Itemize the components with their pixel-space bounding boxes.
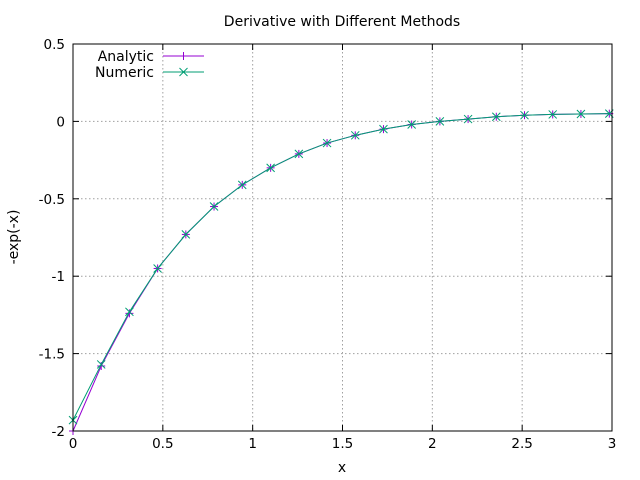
legend-marker: [179, 67, 188, 77]
series-numeric: [68, 109, 614, 425]
y-tick-label: -1.5: [39, 347, 65, 363]
data-point: [407, 120, 417, 129]
data-point: [153, 264, 162, 273]
series-layer: [68, 109, 614, 435]
data-point: [463, 114, 473, 124]
data-point: [209, 202, 219, 211]
data-point: [548, 110, 558, 119]
y-tick-label: 0.5: [44, 37, 65, 53]
data-point: [576, 109, 586, 119]
data-point: [237, 180, 247, 190]
data-point: [294, 149, 304, 159]
x-axis-label: x: [338, 460, 346, 476]
data-point: [435, 117, 445, 126]
legend-label: Analytic: [98, 49, 154, 65]
legend-marker: [179, 52, 188, 60]
ticks: 0 0.5 1 1.5 2 2.5 3 -2 -1.5 -1 -0.5 0 0.5: [39, 37, 617, 452]
data-point: [350, 130, 360, 140]
x-tick-label: 2: [428, 436, 437, 452]
x-tick-label: 1.5: [332, 436, 353, 452]
data-point: [125, 309, 134, 318]
chart-title: Derivative with Different Methods: [224, 14, 460, 30]
x-tick-label: 2.5: [511, 436, 532, 452]
x-tick-label: 1: [248, 436, 257, 452]
legend-label: Numeric: [95, 65, 154, 81]
series-line: [72, 113, 610, 421]
data-point: [491, 112, 501, 122]
data-point: [96, 360, 106, 369]
x-tick-label: 0: [69, 436, 78, 452]
data-point: [125, 307, 134, 317]
y-tick-label: -0.5: [39, 192, 65, 208]
grid: [73, 44, 612, 431]
y-tick-label: -2: [52, 424, 65, 440]
y-tick-label: 0: [56, 114, 65, 130]
data-point: [181, 230, 191, 239]
data-point: [97, 361, 106, 370]
data-point: [322, 138, 332, 148]
y-axis-label: -exp(-x): [6, 210, 22, 265]
x-tick-label: 3: [608, 436, 617, 452]
data-point: [266, 163, 275, 173]
data-point: [379, 124, 388, 134]
x-tick-label: 0.5: [152, 436, 173, 452]
y-tick-label: -1: [52, 269, 65, 285]
data-point: [520, 110, 529, 120]
